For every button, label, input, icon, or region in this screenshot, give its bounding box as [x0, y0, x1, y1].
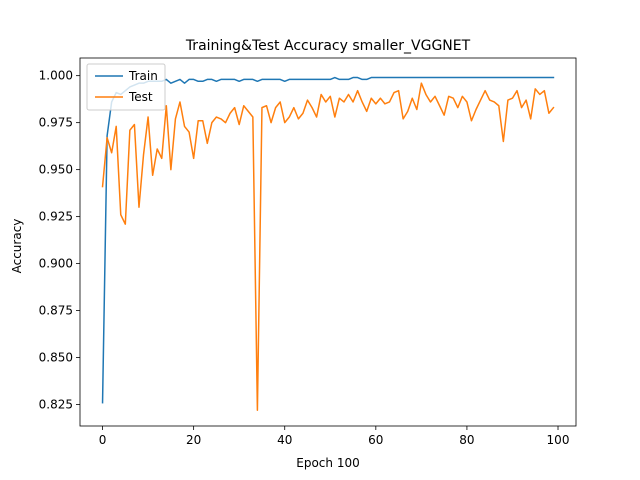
x-tick-label: 20	[186, 433, 201, 447]
x-tick-label: 80	[459, 433, 474, 447]
legend: Train Test	[86, 63, 166, 111]
y-tick-label: 0.925	[39, 210, 73, 224]
y-tick-label: 0.825	[39, 398, 73, 412]
axes-frame	[79, 57, 577, 427]
y-tick-label: 0.850	[39, 351, 73, 365]
y-tick-label: 0.950	[39, 163, 73, 177]
y-tick-label: 0.975	[39, 116, 73, 130]
y-tick-label: 0.875	[39, 304, 73, 318]
x-tick-label: 100	[547, 433, 570, 447]
plot-area: 0 20 40 60 80 100 0.825 0.850 0.875 0.900 0.925 0.9…	[39, 57, 577, 447]
x-tick-label: 60	[368, 433, 383, 447]
x-tick-label: 40	[277, 433, 292, 447]
x-axis-label: Epoch 100	[296, 456, 359, 470]
legend-label-train: Train	[128, 69, 158, 83]
series-line-train	[101, 76, 555, 404]
x-tick-label: 0	[99, 433, 107, 447]
y-tick-label: 1.000	[39, 69, 73, 83]
chart-title: Training&Test Accuracy smaller_VGGNET	[185, 38, 471, 54]
series-line-test	[101, 82, 555, 411]
y-tick-label: 0.900	[39, 257, 73, 271]
legend-label-test: Test	[128, 90, 153, 104]
y-axis-label: Accuracy	[10, 219, 24, 274]
